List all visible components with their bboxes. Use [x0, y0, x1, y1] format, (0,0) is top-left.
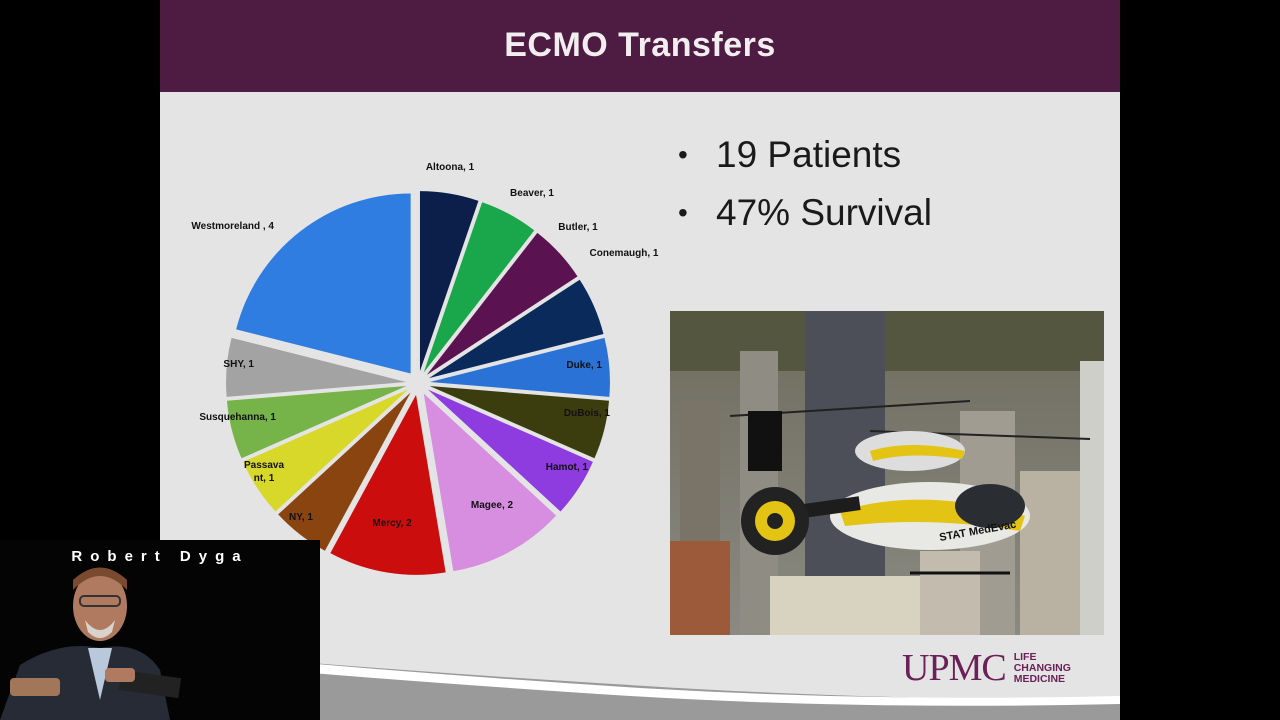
- pie-label-mercy: Mercy, 2: [372, 518, 412, 529]
- pie-label-altoona: Altoona, 1: [426, 162, 475, 173]
- pie-label-passavant: Passava nt, 1: [244, 460, 284, 484]
- speaker-video-inset: [0, 540, 320, 720]
- pie-slice-butler: [426, 232, 578, 375]
- pie-slice-susquehanna: [226, 385, 407, 459]
- pie-slice-beaver: [423, 202, 535, 373]
- pie-label-magee: Magee, 2: [471, 500, 514, 511]
- pie-slice-passavant: [243, 389, 408, 512]
- pie-slice-altoona: [419, 191, 479, 372]
- pie-label-hamot: Hamot, 1: [546, 462, 589, 473]
- speaker-name-caption: Robert Dyga: [71, 548, 249, 565]
- bullet-survival: 47% Survival: [678, 184, 932, 242]
- pie-slice-shy: [226, 337, 407, 397]
- pie-chart: Altoona, 1 Beaver, 1 Butler, 1 Conemaugh, 1…: [191, 162, 659, 575]
- pie-label-susquehanna: Susquehanna, 1: [199, 412, 276, 423]
- footer-swoosh: [160, 650, 1120, 720]
- pie-slice-magee: [423, 393, 557, 572]
- pie-slice-conemaugh: [428, 279, 604, 379]
- upmc-wordmark: UPMC: [902, 647, 1007, 689]
- pie-slice-ny: [278, 392, 411, 551]
- pie-label-ny: NY, 1: [289, 512, 313, 523]
- pie-slice-dubois: [429, 385, 610, 459]
- slide-header: ECMO Transfers: [160, 0, 1120, 92]
- upmc-tagline: LIFE CHANGING MEDICINE: [1013, 650, 1071, 685]
- slide-title: ECMO Transfers: [504, 25, 776, 64]
- pie-slice-mercy: [330, 394, 446, 575]
- helicopter-photo: STAT MedEvac: [670, 311, 1104, 635]
- pie-label-westmoreland: Westmoreland , 4: [191, 221, 274, 232]
- bullet-patients: 19 Patients: [678, 126, 932, 184]
- presentation-slide: ECMO Transfers Altoona, 1 Beaver, 1 Butler…: [160, 0, 1120, 720]
- upmc-logo: UPMC LIFE CHANGING MEDICINE: [902, 646, 1071, 690]
- pie-label-butler: Butler, 1: [558, 222, 598, 233]
- pie-label-beaver: Beaver, 1: [510, 188, 554, 199]
- pie-label-conemaugh: Conemaugh, 1: [590, 248, 659, 259]
- pie-slice-duke: [429, 337, 610, 397]
- bullet-list: 19 Patients 47% Survival: [678, 126, 932, 242]
- pie-slice-hamot: [428, 389, 593, 512]
- pie-slice-westmoreland: [236, 193, 411, 374]
- pie-label-duke: Duke, 1: [566, 360, 602, 371]
- pie-label-shy: SHY, 1: [223, 359, 254, 370]
- pie-label-dubois: DuBois, 1: [564, 408, 611, 419]
